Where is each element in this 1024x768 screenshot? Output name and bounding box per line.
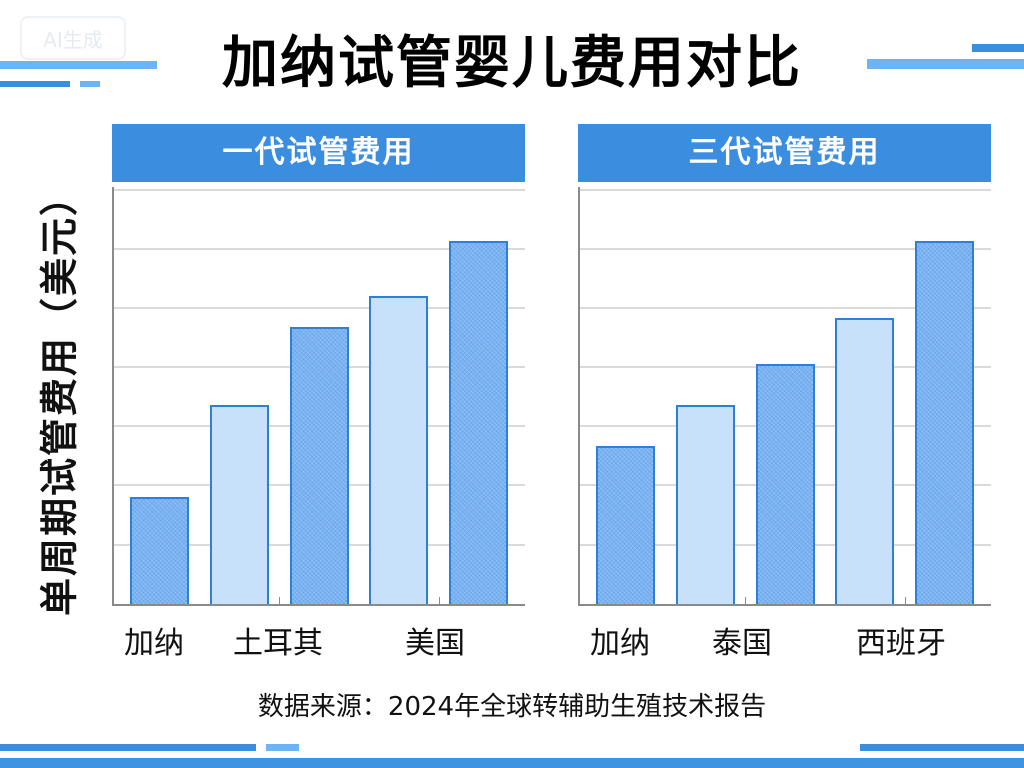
bar bbox=[130, 497, 189, 605]
gridline bbox=[580, 307, 991, 309]
y-axis-label: 单周期试管费用（美元） bbox=[37, 175, 82, 617]
gridline bbox=[580, 189, 991, 191]
bar bbox=[210, 405, 269, 605]
bottom-left-stripe bbox=[0, 744, 256, 751]
bottom-left-stripe-2 bbox=[266, 744, 299, 751]
x-label: 西班牙 bbox=[856, 626, 946, 661]
top-right-stripe bbox=[972, 44, 1024, 52]
y-axis-line bbox=[112, 187, 114, 605]
bottom-band bbox=[0, 758, 1024, 768]
top-right-stripe-2 bbox=[867, 59, 1024, 69]
top-left-stripe bbox=[0, 61, 157, 69]
bar bbox=[449, 241, 508, 605]
top-left-stripe-3 bbox=[80, 81, 100, 87]
x-tick bbox=[905, 597, 906, 605]
panel-1-plot bbox=[112, 187, 525, 606]
x-axis-line bbox=[112, 604, 525, 606]
chart-title: 加纳试管婴儿费用对比 bbox=[222, 31, 802, 96]
panel-2-title: 三代试管费用 bbox=[578, 124, 991, 182]
bar bbox=[756, 364, 815, 605]
x-tick bbox=[439, 597, 440, 605]
bar bbox=[290, 327, 349, 605]
x-label: 美国 bbox=[405, 626, 465, 661]
bar bbox=[369, 296, 428, 605]
panel-1-title: 一代试管费用 bbox=[112, 124, 525, 182]
bar bbox=[676, 405, 735, 605]
gridline bbox=[114, 189, 525, 191]
x-axis-line bbox=[578, 604, 991, 606]
gridline bbox=[580, 248, 991, 250]
x-label: 加纳 bbox=[590, 626, 650, 661]
bar bbox=[596, 446, 655, 605]
top-left-stripe-2 bbox=[0, 81, 70, 87]
bottom-right-stripe bbox=[860, 744, 1024, 751]
ai-generated-watermark: AI生成 bbox=[20, 16, 126, 60]
gridline bbox=[114, 248, 525, 250]
panel-2-plot bbox=[578, 187, 991, 606]
bar bbox=[835, 318, 894, 605]
x-tick bbox=[279, 597, 280, 605]
gridline bbox=[114, 307, 525, 309]
x-label: 加纳 bbox=[124, 626, 184, 661]
x-label: 土耳其 bbox=[233, 626, 323, 661]
y-axis-line bbox=[578, 187, 580, 605]
data-source-note: 数据来源：2024年全球转辅助生殖技术报告 bbox=[257, 692, 767, 722]
bar bbox=[915, 241, 974, 605]
x-label: 泰国 bbox=[712, 626, 772, 661]
x-tick bbox=[745, 597, 746, 605]
